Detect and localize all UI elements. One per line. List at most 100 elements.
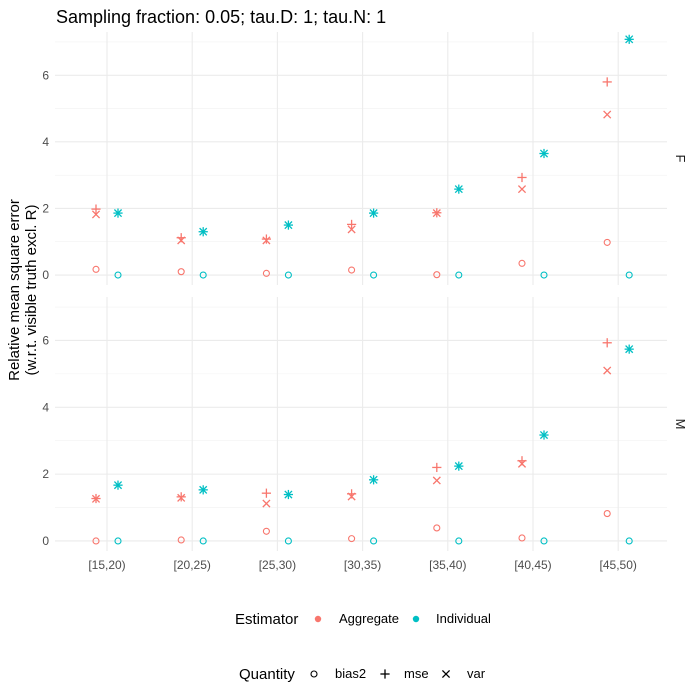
point-F-aggregate-var-5 <box>517 185 527 194</box>
point-F-individual-bias2-2 <box>284 271 292 279</box>
x-tick-label: [15,20) <box>88 558 125 572</box>
y-axis-label-line-2: (w.r.t. visible truth excl. R) <box>23 205 40 376</box>
facet-strip-label: F <box>673 155 688 163</box>
point-F-aggregate-var-2 <box>262 236 271 245</box>
point-F-aggregate-mse-3 <box>347 219 357 230</box>
point-F-aggregate-var-6 <box>603 110 612 119</box>
y-tick-label: 6 <box>42 68 49 82</box>
point-M-aggregate-mse-6 <box>602 338 612 348</box>
legend-estimator-title: Estimator <box>235 611 298 628</box>
y-tick-label: 6 <box>42 333 49 347</box>
legend-label-var: var <box>467 666 486 681</box>
x-tick-label: [25,30) <box>259 558 296 572</box>
legend-key-individual <box>412 615 420 623</box>
point-F-individual-bias2-6 <box>625 271 633 279</box>
point-F-aggregate-var-0 <box>91 210 101 219</box>
point-M-aggregate-var-2 <box>262 499 271 508</box>
point-F-aggregate-bias2-2 <box>262 269 270 277</box>
point-M-aggregate-var-1 <box>177 493 186 502</box>
point-M-aggregate-var-6 <box>603 366 612 375</box>
point-F-individual-var-6 <box>625 35 634 44</box>
point-F-individual-bias2-4 <box>455 271 463 279</box>
panels: 0 2 4 6 F 0 2 4 6 M [15,20) [20,25) [25,30) [30,35) [3… <box>42 32 688 572</box>
point-M-individual-bias2-0 <box>114 537 122 545</box>
point-M-aggregate-bias2-0 <box>92 537 100 545</box>
legend-estimator: Estimator Aggregate Individual <box>235 611 491 628</box>
legend-label-individual: Individual <box>436 611 491 626</box>
point-F-individual-bias2-3 <box>370 271 378 279</box>
point-M-aggregate-var-0 <box>91 494 101 503</box>
y-tick-label: 0 <box>42 268 49 282</box>
point-M-aggregate-bias2-1 <box>177 536 185 544</box>
x-axis-ticks: [15,20) [20,25) [25,30) [30,35) [35,40) [40,4… <box>88 558 637 572</box>
point-F-individual-bias2-1 <box>199 271 207 279</box>
point-F-individual-var-0 <box>113 209 123 218</box>
legend-quantity-title: Quantity <box>239 666 295 683</box>
point-M-aggregate-bias2-4 <box>433 524 441 532</box>
x-tick-label: [35,40) <box>429 558 466 572</box>
y-tick-label: 2 <box>42 201 49 215</box>
point-F-aggregate-mse-0 <box>91 204 101 214</box>
point-F-individual-var-1 <box>199 227 208 236</box>
point-F-aggregate-var-4 <box>432 209 441 218</box>
point-M-individual-var-0 <box>113 481 123 490</box>
point-M-aggregate-var-4 <box>432 476 441 485</box>
panel-M: 0 2 4 6 M <box>42 297 688 551</box>
facet-strip-label: M <box>673 419 688 430</box>
point-F-aggregate-bias2-5 <box>518 259 526 267</box>
point-M-individual-bias2-2 <box>284 537 292 545</box>
point-M-aggregate-mse-1 <box>176 492 186 502</box>
y-tick-label: 0 <box>42 534 49 548</box>
x-tick-label: [40,45) <box>514 558 551 572</box>
legend-label-mse: mse <box>404 666 429 681</box>
point-M-individual-bias2-1 <box>199 537 207 545</box>
point-M-aggregate-bias2-5 <box>518 534 526 542</box>
y-tick-label: 4 <box>42 135 49 149</box>
point-F-aggregate-mse-2 <box>261 234 271 244</box>
point-M-aggregate-var-3 <box>347 492 356 501</box>
point-F-aggregate-bias2-1 <box>177 268 185 276</box>
legend-quantity: Quantity bias2 mse var <box>239 666 486 683</box>
point-M-individual-var-5 <box>539 430 549 440</box>
panel-F: 0 2 4 6 F <box>42 32 688 285</box>
point-M-individual-var-2 <box>284 490 293 499</box>
point-F-individual-var-4 <box>454 185 463 194</box>
point-M-individual-var-1 <box>199 485 208 494</box>
point-F-individual-bias2-5 <box>540 271 548 279</box>
point-M-individual-var-6 <box>625 345 634 354</box>
legend-label-aggregate: Aggregate <box>339 611 399 626</box>
x-tick-label: [45,50) <box>600 558 637 572</box>
point-M-individual-var-3 <box>369 475 378 484</box>
legend-key-mse <box>380 669 390 679</box>
legend-key-aggregate <box>314 615 322 623</box>
y-tick-label: 2 <box>42 467 49 481</box>
point-F-aggregate-mse-5 <box>517 172 527 183</box>
point-M-individual-bias2-5 <box>540 537 548 545</box>
y-tick-label: 4 <box>42 400 49 414</box>
point-M-individual-bias2-6 <box>625 537 633 545</box>
point-F-aggregate-var-3 <box>347 225 356 234</box>
point-M-aggregate-mse-2 <box>261 488 271 498</box>
point-M-aggregate-bias2-2 <box>262 527 270 535</box>
point-M-aggregate-bias2-3 <box>348 535 356 543</box>
point-M-individual-bias2-4 <box>455 537 463 545</box>
point-F-aggregate-bias2-3 <box>348 266 356 274</box>
point-M-individual-var-4 <box>454 462 463 471</box>
point-F-individual-var-2 <box>284 221 293 230</box>
point-F-aggregate-bias2-6 <box>603 238 611 246</box>
point-F-individual-var-5 <box>539 149 549 158</box>
point-F-individual-bias2-0 <box>114 271 122 279</box>
legend-key-bias2 <box>310 670 318 678</box>
y-axis-label-line-1: Relative mean square error <box>6 199 23 381</box>
x-tick-label: [30,35) <box>344 558 381 572</box>
legend-label-bias2: bias2 <box>335 666 366 681</box>
point-F-aggregate-var-1 <box>177 236 186 245</box>
chart-title: Sampling fraction: 0.05; tau.D: 1; tau.N… <box>56 7 386 27</box>
point-M-aggregate-bias2-6 <box>603 510 611 518</box>
point-F-aggregate-bias2-4 <box>433 271 441 279</box>
legend-key-var <box>441 669 451 679</box>
point-F-aggregate-mse-6 <box>602 77 612 87</box>
point-M-aggregate-var-5 <box>517 459 527 468</box>
x-tick-label: [20,25) <box>174 558 211 572</box>
